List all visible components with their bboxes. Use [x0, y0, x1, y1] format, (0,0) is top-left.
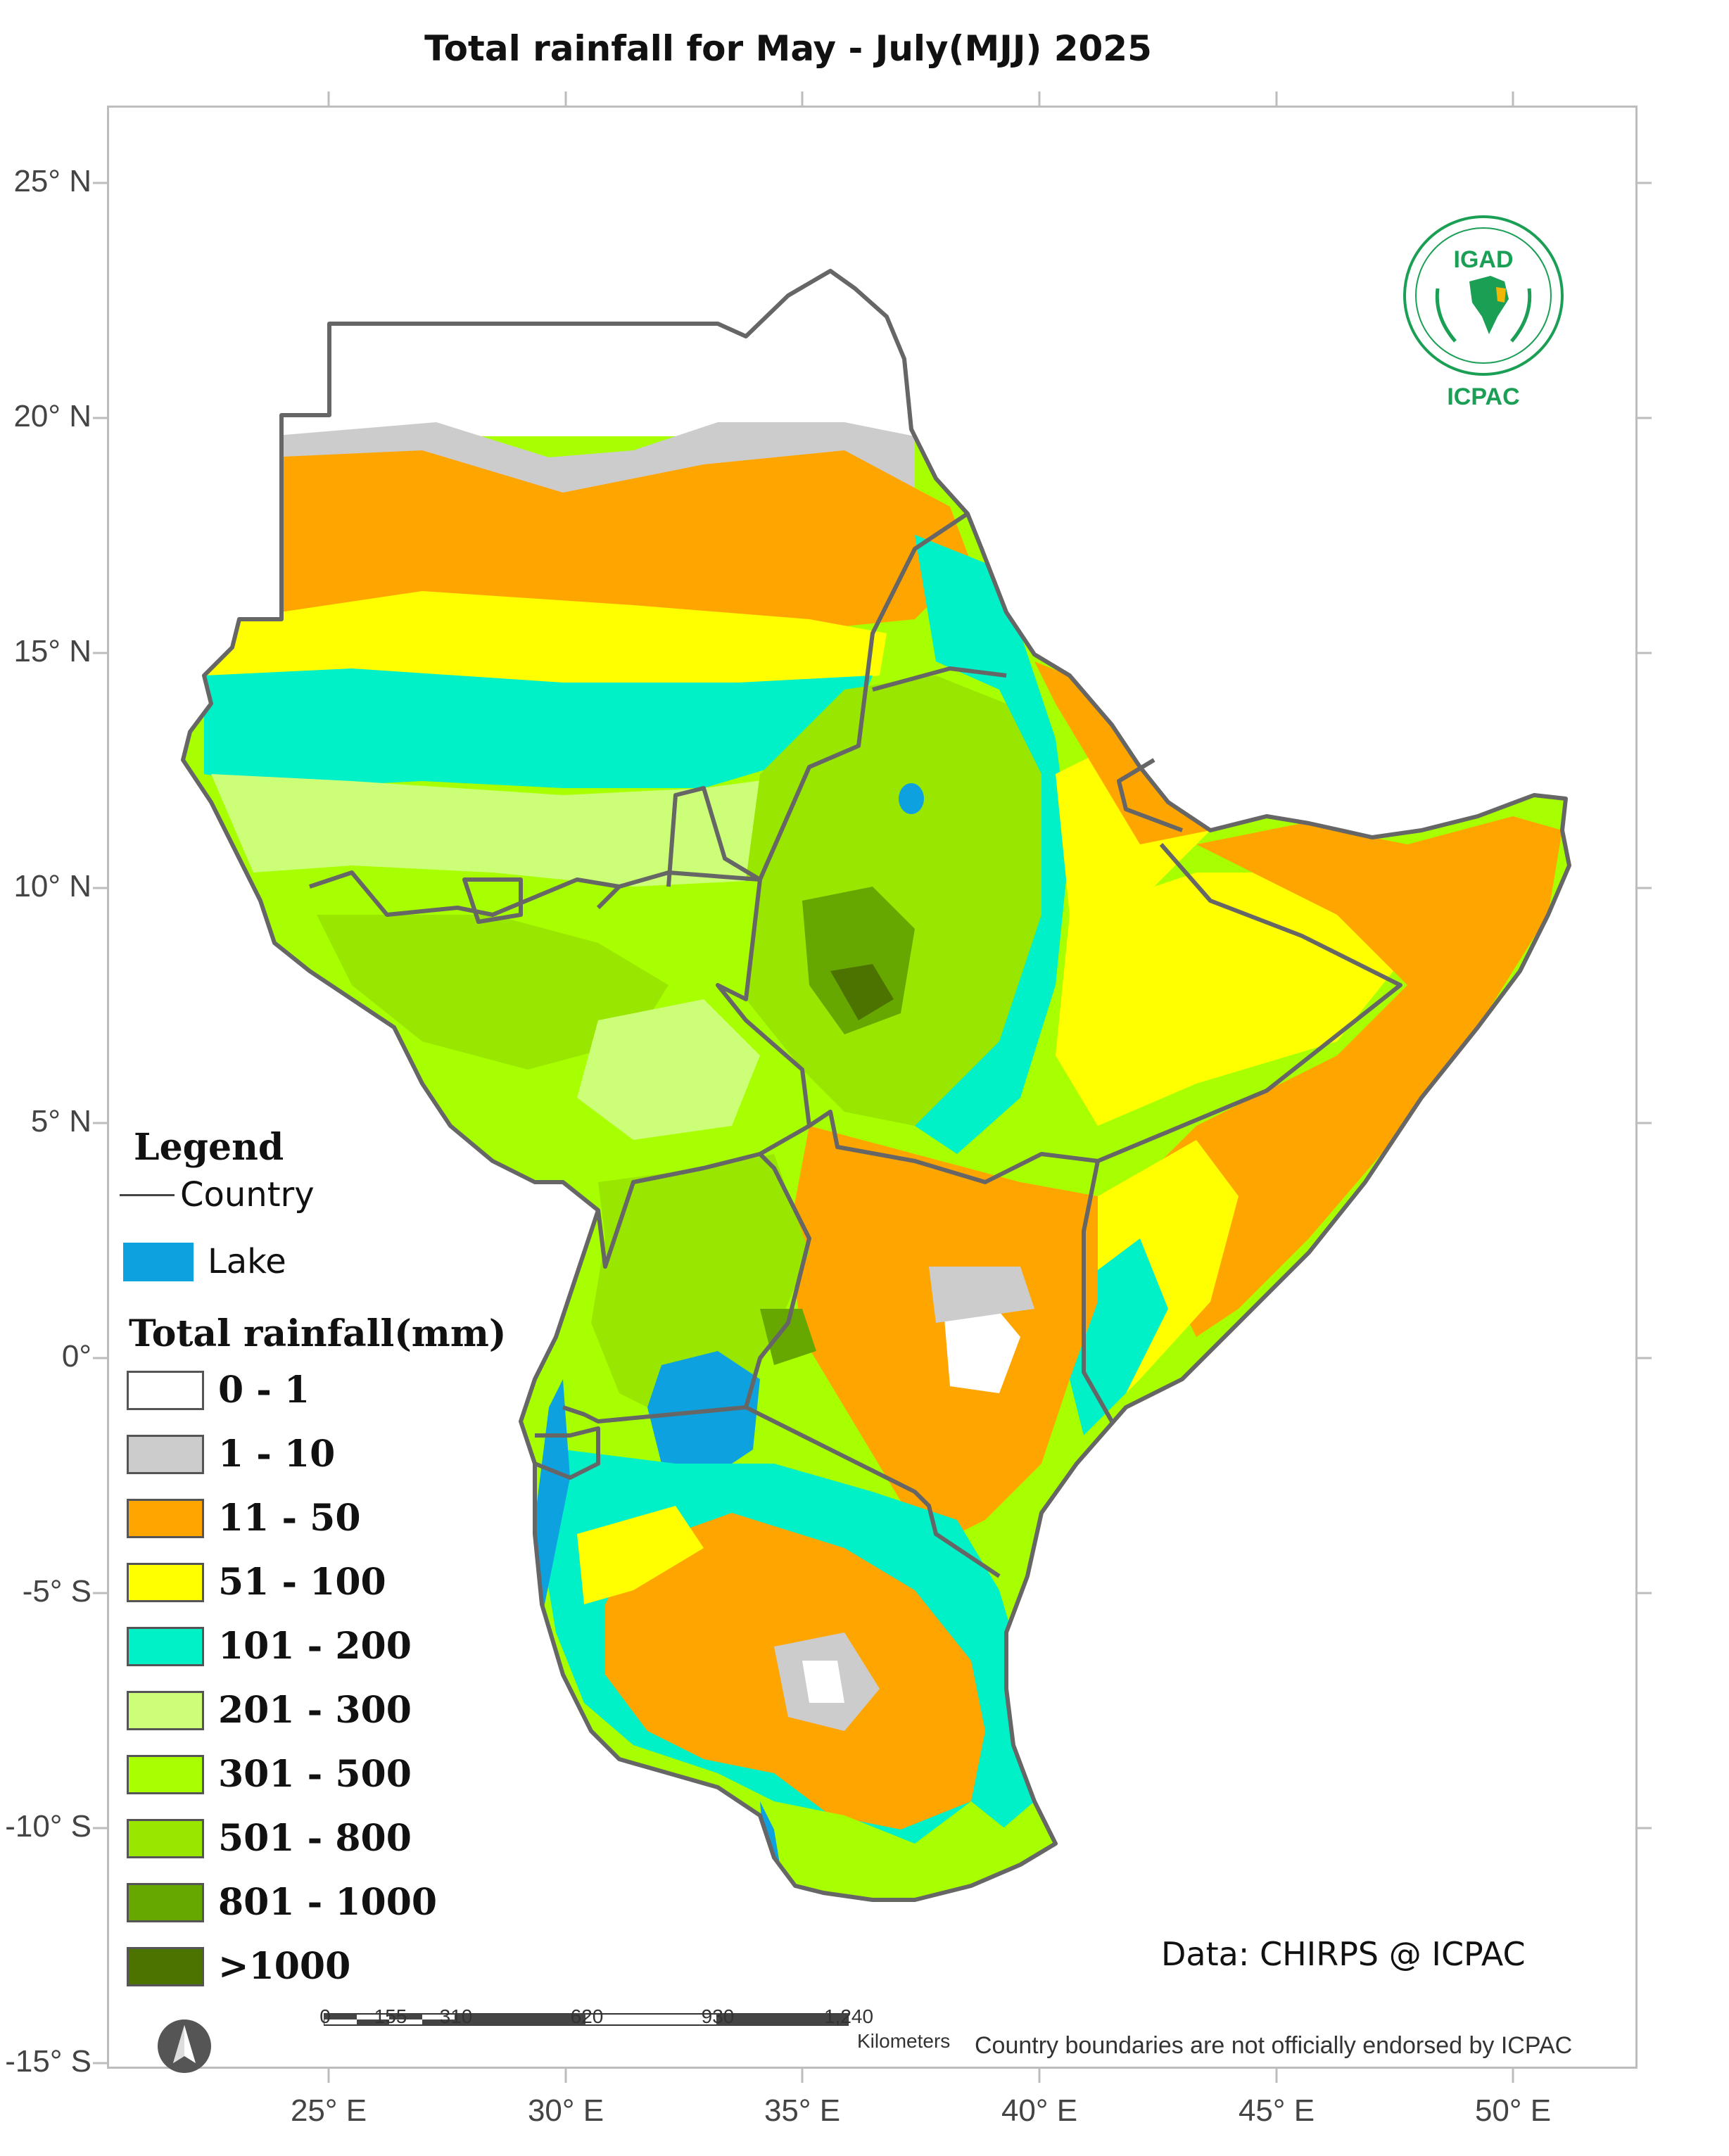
legend-swatch: [127, 1754, 204, 1794]
legend-class-7: 501 - 800: [127, 1817, 412, 1866]
legend-class-1: 1 - 10: [127, 1433, 335, 1482]
legend-class-9: >1000: [127, 1945, 350, 1994]
lat-label-15n: 15° N: [13, 634, 91, 668]
igad-icpac-logo: IGAD ICPAC: [1399, 211, 1568, 415]
legend-class-label: 201 - 300: [218, 1689, 412, 1732]
lon-label-35e: 35° E: [764, 2093, 841, 2128]
lat-label-20n: 20° N: [13, 399, 91, 433]
legend-country-label: Country: [180, 1175, 315, 1215]
lat-label-10n: 10° N: [13, 869, 91, 903]
lon-label-30e: 30° E: [527, 2093, 604, 2128]
lat-label-5n: 5° N: [30, 1104, 91, 1139]
scale-tick-620: 620: [570, 2005, 604, 2027]
scale-bar: [324, 2013, 849, 2026]
legend-class-0: 0 - 1: [127, 1369, 310, 1418]
scale-tick-0: 0: [319, 2005, 331, 2027]
legend-country: Country: [120, 1175, 315, 1215]
legend-class-5: 201 - 300: [127, 1689, 412, 1738]
legend-swatch: [127, 1498, 204, 1538]
scale-tick-310: 310: [439, 2005, 473, 2027]
lat-label-25n: 25° N: [13, 164, 91, 198]
legend-swatch: [127, 1946, 204, 1986]
data-credit: Data: CHIRPS @ ICPAC: [1161, 1935, 1526, 1973]
legend-rainfall-title: Total rainfall(mm): [129, 1312, 507, 1355]
legend-swatch: [127, 1882, 204, 1922]
legend-class-label: 0 - 1: [218, 1369, 310, 1412]
legend-swatch: [127, 1690, 204, 1730]
scale-unit-label: Kilometers: [857, 2030, 951, 2052]
legend-class-label: 801 - 1000: [218, 1881, 438, 1924]
logo-emblem-icon: [1403, 215, 1564, 376]
legend-class-label: 51 - 100: [218, 1561, 386, 1604]
country-boundaries: [181, 269, 1571, 1902]
legend-class-label: >1000: [218, 1945, 351, 1988]
frame-ticks: [93, 91, 1652, 2083]
legend-lake: Lake: [123, 1242, 286, 1281]
scale-tick-930: 930: [701, 2005, 735, 2027]
country-line-swatch: [120, 1193, 175, 1196]
legend-title: Legend: [134, 1126, 284, 1169]
legend-lake-label: Lake: [208, 1242, 286, 1281]
lat-label-0: 0°: [61, 1339, 91, 1374]
legend-class-6: 301 - 500: [127, 1753, 412, 1802]
lon-label-25e: 25° E: [290, 2093, 367, 2128]
boundary-disclaimer: Country boundaries are not officially en…: [975, 2032, 1573, 2059]
legend-class-8: 801 - 1000: [127, 1881, 437, 1930]
legend-swatch: [127, 1370, 204, 1410]
legend-class-4: 101 - 200: [127, 1625, 412, 1674]
lon-label-45e: 45° E: [1238, 2093, 1315, 2128]
legend-class-label: 301 - 500: [218, 1753, 412, 1796]
lat-label-5s: -5° S: [22, 1574, 91, 1609]
north-arrow-icon: [158, 2019, 211, 2073]
legend-swatch: [127, 1818, 204, 1858]
map-title: Total rainfall for May - July(MJJ) 2025: [424, 28, 1152, 69]
lat-label-10s: -10° S: [5, 1809, 91, 1844]
lon-label-50e: 50° E: [1474, 2093, 1552, 2128]
legend-class-label: 11 - 50: [218, 1497, 361, 1540]
legend-class-2: 11 - 50: [127, 1497, 361, 1546]
lake-swatch: [123, 1242, 194, 1281]
lon-label-40e: 40° E: [1001, 2093, 1078, 2128]
legend-class-label: 101 - 200: [218, 1625, 412, 1668]
lat-label-15s: -15° S: [5, 2044, 91, 2079]
legend-class-label: 1 - 10: [218, 1433, 336, 1476]
logo-top-text: IGAD: [1453, 246, 1514, 273]
legend-swatch: [127, 1434, 204, 1474]
logo-bottom-text: ICPAC: [1447, 383, 1520, 410]
legend-class-3: 51 - 100: [127, 1561, 386, 1610]
scale-tick-1240: 1,240: [823, 2005, 874, 2027]
legend-class-label: 501 - 800: [218, 1817, 412, 1860]
scale-tick-155: 155: [374, 2005, 407, 2027]
legend-swatch: [127, 1562, 204, 1602]
legend-swatch: [127, 1626, 204, 1666]
